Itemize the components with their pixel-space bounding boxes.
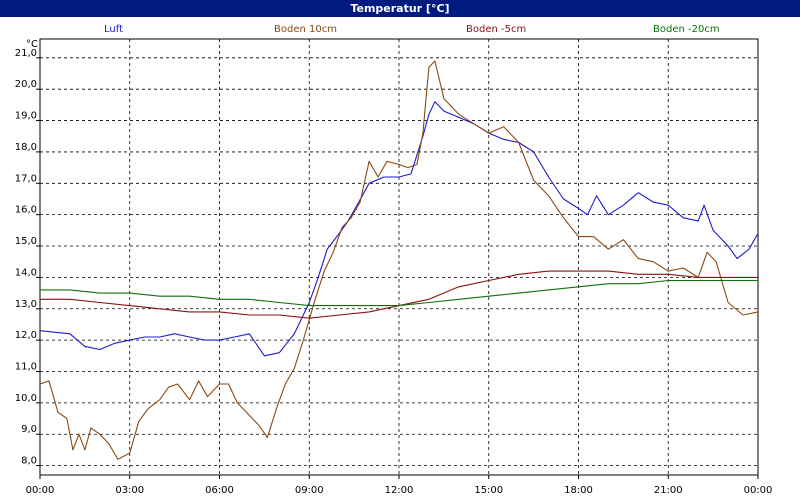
chart-area: °C 8,0 9,0 10,0 11,0 12,0 13,0 14,0 15,0 16,0 17,…: [15, 38, 773, 496]
y-tick-label: 10,0: [15, 393, 37, 404]
y-tick-label: 16,0: [15, 205, 37, 216]
y-tick-label: 20,0: [15, 79, 37, 90]
x-tick-time-label: 00:00: [26, 485, 55, 496]
y-tick-label: 14,0: [15, 267, 37, 278]
series-line-boden-10cm: [39, 60, 759, 460]
x-axis: 00:0023.10.2203:0023.10.2206:0023.10.220…: [26, 475, 773, 496]
series-line-luft: [39, 101, 759, 357]
y-tick-label: 13,0: [15, 299, 37, 310]
y-tick-label: 19,0: [15, 111, 37, 122]
x-tick-time-label: 15:00: [474, 485, 503, 496]
x-tick-time-label: 12:00: [385, 485, 414, 496]
x-tick-time-label: 09:00: [295, 485, 324, 496]
x-tick-time-label: 06:00: [205, 485, 234, 496]
y-axis-label: °C: [26, 39, 38, 50]
grid: [40, 39, 758, 475]
y-tick-label: 8,0: [21, 456, 37, 467]
y-tick-label: 18,0: [15, 142, 37, 153]
legend-luft: Luft: [104, 24, 123, 35]
y-tick-label: 15,0: [15, 236, 37, 247]
title-bar: [0, 0, 800, 17]
y-tick-label: 12,0: [15, 330, 37, 341]
y-tick-label: 17,0: [15, 173, 37, 184]
x-tick-time-label: 03:00: [115, 485, 144, 496]
y-tick-label: 21,0: [15, 48, 37, 59]
y-axis: 8,0 9,0 10,0 11,0 12,0 13,0 14,0 15,0 16,0 17,0 18…: [15, 48, 40, 467]
series-lines: [39, 60, 759, 460]
x-tick-time-label: 21:00: [654, 485, 683, 496]
chart-title: Temperatur [°C]: [350, 2, 450, 15]
series-line-boden-20cm: [40, 279, 758, 307]
x-tick-time-label: 18:00: [564, 485, 593, 496]
y-tick-label: 9,0: [21, 424, 37, 435]
legend-boden-5cm: Boden -5cm: [466, 24, 527, 35]
legend-boden-20cm: Boden -20cm: [653, 24, 720, 35]
y-tick-label: 11,0: [15, 361, 37, 372]
legend-boden-10cm: Boden 10cm: [274, 24, 337, 35]
x-tick-time-label: 00:00: [744, 485, 773, 496]
